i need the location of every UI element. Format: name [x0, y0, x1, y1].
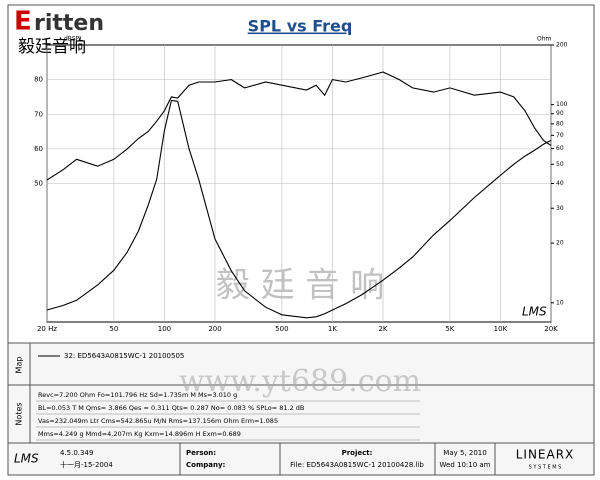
x-tick-label: 50: [109, 325, 118, 333]
x-tick-label: 2K: [378, 325, 387, 333]
x-tick-label: 5K: [445, 325, 454, 333]
note-line: Revc=7.200 Ohm Fo=101.796 Hz Sd=1.735m M…: [38, 391, 237, 399]
vendor: LINEARX: [516, 448, 575, 462]
y2-tick-label: 30: [556, 205, 564, 212]
chart-title: SPL vs Freq: [248, 17, 353, 36]
x-tick-label: 1K: [328, 325, 337, 333]
vendor-sub: S Y S T E M S: [529, 465, 562, 471]
x-tick-label: 200: [208, 325, 221, 333]
y-tick-label: 50: [34, 180, 43, 188]
x-tick-label: 10K: [494, 325, 508, 333]
logo-chinese: 毅廷音响: [18, 37, 86, 57]
company: Company:: [186, 461, 226, 469]
y2-tick-label: 50: [556, 161, 564, 168]
y2-label: Ohm: [537, 36, 552, 43]
app-logo: LMS: [14, 452, 39, 466]
x-tick-label: 20 Hz: [37, 325, 57, 333]
note-line: Mms=4.249 g Mmd=4.207m Kg Kxm=14.896m H …: [38, 430, 241, 438]
logo: ritten: [34, 11, 104, 36]
file: File: ED5643A0815WC-1 20100428.lib: [290, 461, 424, 469]
watermark: 毅 廷 音 响: [216, 266, 384, 306]
y2-tick-label: 10: [556, 299, 564, 306]
y2-tick-label: 80: [556, 120, 564, 127]
y-tick-label: 70: [34, 110, 43, 118]
legend-entry: 32: ED5643A0815WC-1 20100505: [64, 352, 184, 360]
y2-tick-label: 100: [556, 101, 568, 108]
y2-tick-label: 40: [556, 180, 564, 187]
date2: May 5, 2010: [443, 449, 486, 457]
y2-tick-label: 200: [556, 42, 568, 49]
version: 4.5.0.349: [60, 449, 93, 457]
logo-initial: E: [14, 7, 32, 37]
x-tick-label: 500: [275, 325, 288, 333]
date: 十一月-15-2004: [60, 460, 113, 469]
watermark: www.yt689.com: [179, 364, 421, 399]
y-tick-label: 60: [34, 145, 43, 153]
x-tick-label: 100: [158, 325, 171, 333]
y2-tick-label: 20: [556, 240, 564, 247]
section-label: Notes: [15, 402, 24, 425]
x-tick-label: 20K: [544, 325, 558, 333]
section-label: Map: [15, 357, 24, 374]
series-line: [46, 99, 552, 319]
y2-tick-label: 90: [556, 110, 564, 117]
time: Wed 10:10 am: [440, 461, 491, 469]
note-line: BL=0.053 T M Qms= 3.866 Qes = 0.311 Qts=…: [38, 404, 304, 412]
y2-tick-label: 70: [556, 132, 564, 139]
lower-panel: [7, 342, 595, 476]
series-line: [46, 71, 552, 181]
person: Person:: [186, 449, 216, 457]
project: Project:: [342, 449, 373, 457]
y2-tick-label: 60: [556, 145, 564, 152]
y-tick-label: 80: [34, 76, 43, 84]
y-label: dBSPL: [64, 36, 83, 43]
notes: Revc=7.200 Ohm Fo=101.796 Hz Sd=1.735m M…: [36, 391, 420, 441]
note-line: Vas=232.049m Ltr Cms=542.865u M/N Rms=13…: [38, 417, 278, 425]
plot-badge: LMS: [522, 305, 547, 319]
